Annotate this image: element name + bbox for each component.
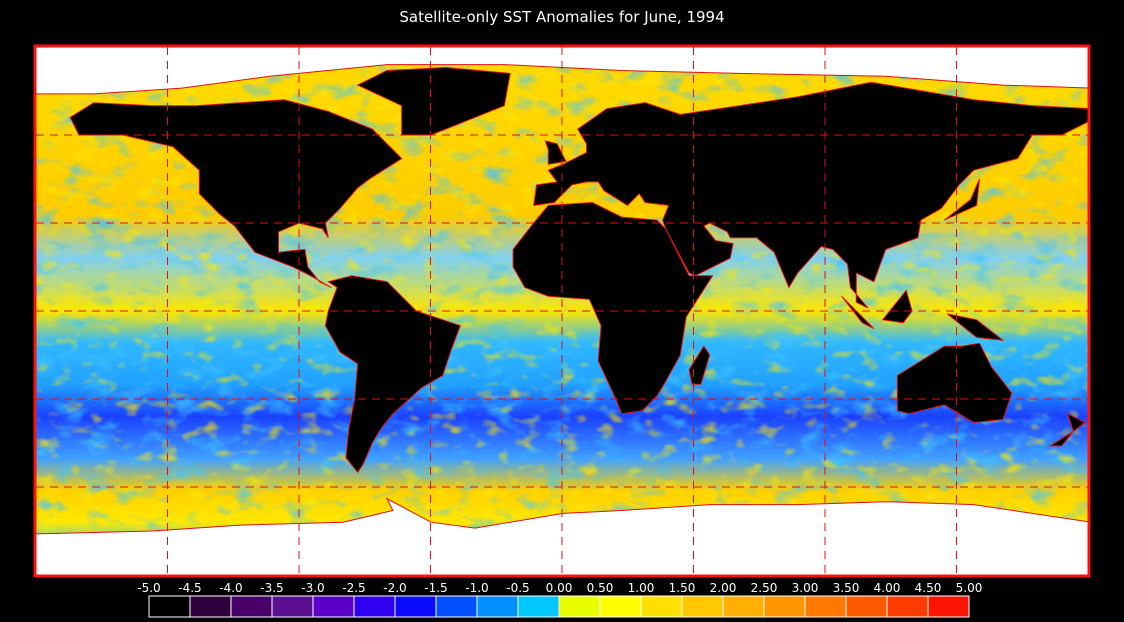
colorbar-label: -0.5 (506, 581, 529, 595)
colorbar-swatch (517, 595, 560, 618)
colorbar-label: 2.00 (710, 581, 737, 595)
land (512, 201, 714, 415)
land (943, 178, 980, 221)
colorbar-label: 1.00 (628, 581, 655, 595)
colorbar-swatch (763, 595, 806, 618)
colorbar-label: -1.5 (424, 581, 447, 595)
colorbar-label: -2.0 (383, 581, 406, 595)
colorbar-swatch (312, 595, 355, 618)
land (324, 275, 461, 474)
sea-ice (36, 47, 1088, 95)
land (1048, 412, 1087, 447)
colorbar-swatch (435, 595, 478, 618)
colorbar: -5.0 -4.5 -4.0 -3.5 -3.0 -2.5 -2.0 -1.5 -1.0 -0.5… (137, 581, 983, 618)
colorbar-swatch (230, 595, 273, 618)
colorbar-swatch (804, 595, 847, 618)
land (896, 342, 1013, 424)
colorbar-swatch (476, 595, 519, 618)
colorbar-swatch (640, 595, 683, 618)
colorbar-label: -4.0 (219, 581, 242, 595)
title: Satellite-only SST Anomalies for June, 1… (399, 8, 724, 26)
land (533, 81, 1088, 309)
colorbar-label: 0.00 (546, 581, 573, 595)
land (946, 313, 1005, 341)
map (36, 47, 1088, 575)
colorbar-swatch (148, 595, 191, 618)
colorbar-label: -2.5 (342, 581, 365, 595)
colorbar-label: 3.50 (833, 581, 860, 595)
colorbar-swatch (845, 595, 888, 618)
colorbar-label: 3.00 (792, 581, 819, 595)
colorbar-swatch (394, 595, 437, 618)
colorbar-label: -5.0 (137, 581, 160, 595)
colorbar-label: -3.5 (260, 581, 283, 595)
land (69, 99, 403, 288)
colorbar-label: -1.0 (465, 581, 488, 595)
land (544, 140, 567, 165)
colorbar-swatch (722, 595, 765, 618)
colorbar-label: -4.5 (178, 581, 201, 595)
colorbar-label: 2.50 (751, 581, 778, 595)
colorbar-label: 4.00 (874, 581, 901, 595)
colorbar-swatch (271, 595, 314, 618)
colorbar-label: 0.50 (587, 581, 614, 595)
land (881, 289, 913, 324)
colorbar-swatch (927, 595, 970, 618)
colorbar-swatch (681, 595, 724, 618)
land (356, 66, 511, 136)
colorbar-swatch (599, 595, 642, 618)
map-frame (33, 44, 1091, 578)
land (688, 345, 711, 385)
colorbar-swatch (558, 595, 601, 618)
colorbar-label: 5.00 (956, 581, 983, 595)
colorbar-swatch (353, 595, 396, 618)
colorbar-label: 1.50 (669, 581, 696, 595)
land (841, 295, 875, 330)
colorbar-swatch (886, 595, 929, 618)
colorbar-label: -3.0 (301, 581, 324, 595)
colorbar-swatch (189, 595, 232, 618)
colorbar-label: 4.50 (915, 581, 942, 595)
